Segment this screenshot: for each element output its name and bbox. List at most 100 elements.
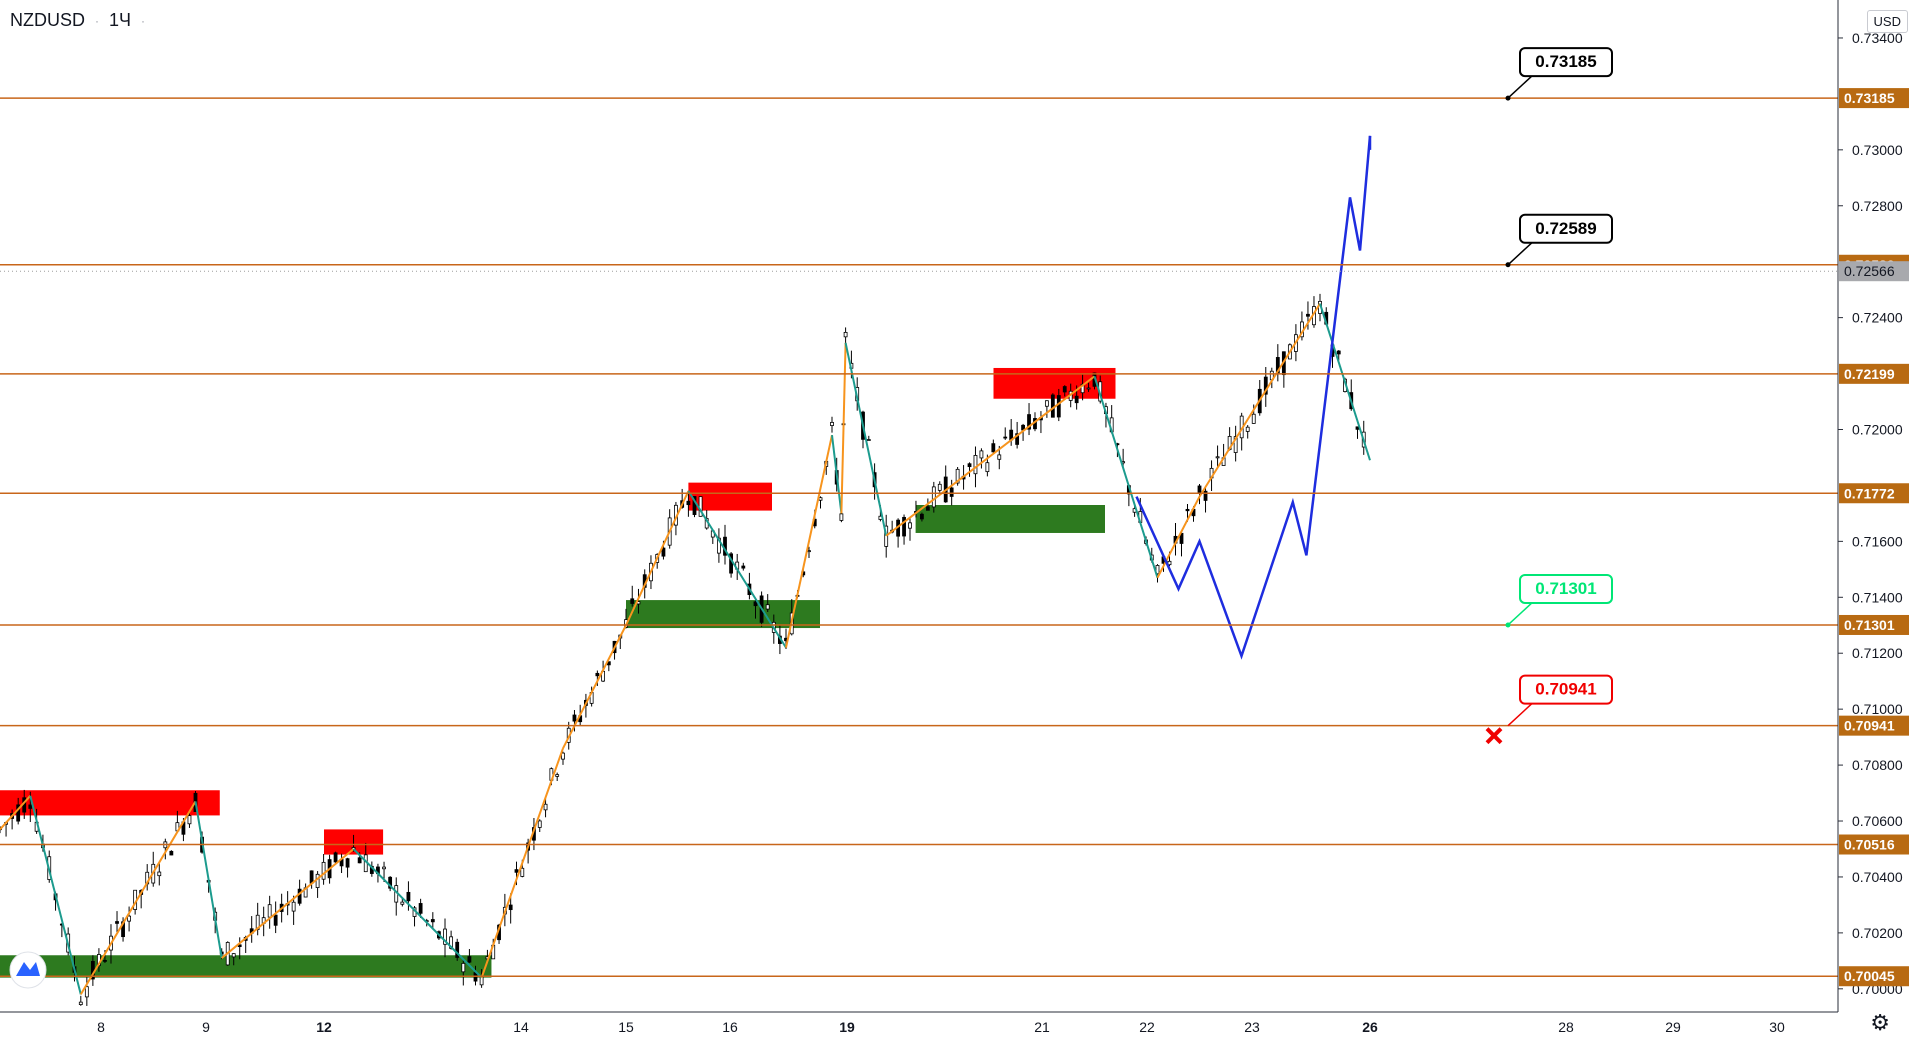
candle-body [1251, 413, 1256, 424]
candle-body [388, 876, 393, 889]
candle-body [1263, 376, 1268, 395]
candle-body [103, 959, 107, 962]
callout-anchor [1505, 95, 1511, 101]
candle-body [979, 450, 984, 459]
candle-body [692, 496, 697, 515]
candle-body [955, 468, 960, 484]
candle-body [1027, 414, 1031, 430]
candle-body [765, 604, 770, 610]
y-tick-label: 0.72800 [1852, 198, 1903, 214]
x-tick-label: 23 [1244, 1019, 1260, 1035]
candle-body [169, 850, 174, 856]
x-tick-label: 19 [839, 1019, 855, 1035]
level-price-text: 0.70941 [1844, 718, 1895, 734]
x-tick-label: 21 [1034, 1019, 1050, 1035]
x-tick-label: 9 [202, 1019, 210, 1035]
candle-body [741, 565, 746, 569]
candle-body [661, 547, 666, 557]
y-tick-label: 0.72000 [1852, 421, 1903, 437]
y-tick-label: 0.70400 [1852, 869, 1903, 885]
zigzag-segment [1156, 496, 1201, 579]
candle-body [16, 804, 21, 822]
candle-body [461, 962, 466, 973]
candle-body [537, 820, 542, 828]
x-tick-label: 16 [722, 1019, 738, 1035]
candle-body [1233, 436, 1238, 453]
price-axis [1838, 0, 1920, 1044]
callout-pointer [1507, 240, 1535, 266]
level-price-text: 0.71772 [1844, 485, 1895, 501]
candle-body [830, 421, 834, 426]
candle-body [991, 443, 996, 453]
current-price-label [1839, 261, 1909, 282]
candle-body [908, 522, 912, 529]
candle-body [520, 867, 525, 877]
separator-dot: · [95, 13, 99, 28]
interval-label[interactable]: 1Ч [109, 10, 132, 30]
y-tick-label: 0.72400 [1852, 310, 1903, 326]
candle-body [818, 497, 823, 501]
forecast-path [1135, 135, 1372, 660]
candle-body [1003, 436, 1008, 439]
y-tick-label: 0.71400 [1852, 589, 1903, 605]
candle-body [157, 871, 162, 877]
level-price-label [1839, 88, 1909, 109]
stop-cross-icon [1485, 727, 1503, 745]
currency-badge[interactable]: USD [1866, 10, 1908, 33]
candle-body [630, 598, 635, 604]
zigzag-segment [844, 342, 888, 536]
candle-body [1074, 395, 1079, 404]
candle-body [920, 513, 924, 520]
candle-body [1015, 433, 1020, 445]
settings-gear-icon[interactable]: ⚙ [1870, 1010, 1890, 1035]
candle-body [297, 888, 302, 904]
candle-body [1197, 485, 1202, 494]
zigzag-segment [1093, 376, 1159, 579]
candle-body [418, 903, 423, 914]
demand-zone [626, 600, 820, 629]
level-price-label [1839, 483, 1909, 504]
callout-anchor [1505, 622, 1511, 628]
callout-pointer [1507, 600, 1535, 626]
candle-body [508, 904, 513, 911]
candle-body [843, 331, 848, 338]
candle-body [1215, 456, 1220, 459]
callout-text: 0.70941 [1535, 680, 1596, 699]
zigzag-segment [687, 490, 787, 649]
symbol-name[interactable]: NZDUSD [10, 10, 85, 30]
candle-body [884, 525, 889, 547]
candle-body [333, 852, 338, 863]
zigzag-segment [480, 747, 564, 978]
y-tick-label: 0.70200 [1852, 925, 1903, 941]
candle-body [321, 861, 326, 880]
candle-body [357, 857, 362, 864]
candle-body [1336, 350, 1341, 355]
level-price-label [1839, 363, 1909, 384]
zigzag-segment [0, 795, 32, 831]
level-price-text: 0.71301 [1844, 617, 1895, 633]
symbol-bar[interactable]: NZDUSD · 1Ч · [10, 10, 145, 31]
y-tick-label: 0.71200 [1852, 645, 1903, 661]
callout-text: 0.73185 [1535, 52, 1596, 71]
candle-body [382, 866, 386, 870]
candle-body [937, 483, 942, 491]
candle-body [309, 870, 314, 884]
candle-body [1203, 490, 1208, 501]
level-price-label [1839, 715, 1909, 736]
candle-body [315, 873, 320, 888]
candle-body [561, 752, 565, 760]
candle-body [187, 815, 192, 825]
candle-body [686, 500, 691, 506]
x-tick-label: 26 [1362, 1019, 1378, 1035]
callout-anchor [1505, 262, 1511, 268]
demand-zone [915, 505, 1105, 533]
zigzag-segment [885, 375, 1096, 537]
x-tick-label: 8 [97, 1019, 105, 1035]
dropdown-dot-icon[interactable]: · [141, 13, 146, 28]
candle-body [572, 714, 577, 722]
x-tick-label: 14 [513, 1019, 529, 1035]
demand-zone [0, 955, 492, 978]
callout-box [1519, 674, 1613, 705]
